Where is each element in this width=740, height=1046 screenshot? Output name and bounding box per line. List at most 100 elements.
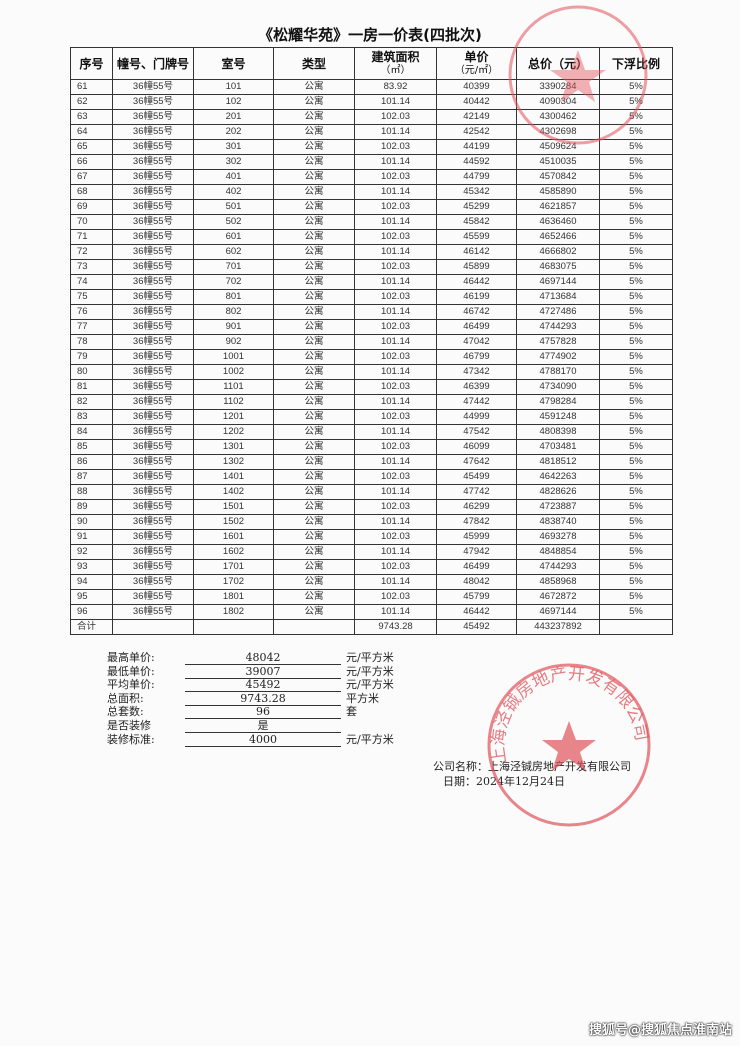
watermark: 搜狐号@搜狐焦点淮南站 bbox=[588, 1023, 732, 1038]
cell-discount: 5% bbox=[599, 244, 673, 260]
cell-total-price: 4818512 bbox=[516, 454, 600, 470]
cell-unit-price: 46399 bbox=[436, 379, 517, 395]
cell-seq: 75 bbox=[70, 289, 113, 305]
cell-room: 702 bbox=[193, 274, 274, 290]
cell-type: 公寓 bbox=[273, 199, 355, 215]
summary-label: 平均单价: bbox=[107, 678, 155, 692]
cell-unit-price: 47942 bbox=[436, 544, 517, 560]
cell-area: 101.14 bbox=[354, 574, 437, 590]
cell-type: 公寓 bbox=[273, 244, 355, 260]
cell-seq: 83 bbox=[70, 409, 113, 425]
cell-unit-price: 44199 bbox=[436, 139, 517, 155]
summary-value: 39007 bbox=[185, 665, 341, 679]
cell-discount: 5% bbox=[599, 349, 673, 365]
cell-building: 36幢55号 bbox=[112, 499, 194, 515]
cell-seq: 69 bbox=[70, 199, 113, 215]
cell-total-price: 4693278 bbox=[516, 529, 600, 545]
cell-unit-price: 42149 bbox=[436, 109, 517, 125]
cell-discount: 5% bbox=[599, 94, 673, 110]
cell-discount: 5% bbox=[599, 259, 673, 275]
table-row: 70 36幢55号 502 公寓 101.14 45842 4636460 5% bbox=[70, 214, 673, 230]
cell-type: 公寓 bbox=[273, 469, 355, 485]
cell-total-price: 4621857 bbox=[516, 199, 600, 215]
cell-total-price: 4683075 bbox=[516, 259, 600, 275]
cell-discount: 5% bbox=[599, 334, 673, 350]
cell-unit-price: 47342 bbox=[436, 364, 517, 380]
table-row: 65 36幢55号 301 公寓 102.03 44199 4509624 5% bbox=[70, 139, 673, 155]
cell-total-price: 4510035 bbox=[516, 154, 600, 170]
cell-discount: 5% bbox=[599, 274, 673, 290]
company-line: 公司名称：上海泾铖房地产开发有限公司 bbox=[433, 758, 631, 774]
cell-type: 公寓 bbox=[273, 604, 355, 620]
cell-seq: 63 bbox=[70, 109, 113, 125]
cell-type: 公寓 bbox=[273, 364, 355, 380]
cell-type: 公寓 bbox=[273, 94, 355, 110]
cell-total-price: 4838740 bbox=[516, 514, 600, 530]
cell-type: 公寓 bbox=[273, 589, 355, 605]
cell-seq: 66 bbox=[70, 154, 113, 170]
summary-label: 是否装修 bbox=[107, 718, 151, 732]
cell-discount: 5% bbox=[599, 574, 673, 590]
cell-room: 1102 bbox=[193, 394, 274, 410]
summary-label: 总面积: bbox=[107, 691, 144, 705]
cell-total-price: 4744293 bbox=[516, 559, 600, 575]
cell-area: 102.03 bbox=[354, 289, 437, 305]
cell-seq: 96 bbox=[70, 604, 113, 620]
cell-type: 公寓 bbox=[273, 499, 355, 515]
cell-building: 36幢55号 bbox=[112, 514, 194, 530]
cell-discount: 5% bbox=[599, 229, 673, 245]
cell-type: 公寓 bbox=[273, 409, 355, 425]
table-row: 68 36幢55号 402 公寓 101.14 45342 4585890 5% bbox=[70, 184, 673, 200]
cell-total-price: 4652466 bbox=[516, 229, 600, 245]
cell-unit-price: 46142 bbox=[436, 244, 517, 260]
cell-area: 102.03 bbox=[354, 499, 437, 515]
header-seq: 序号 bbox=[70, 47, 113, 80]
table-row: 81 36幢55号 1101 公寓 102.03 46399 4734090 5% bbox=[70, 379, 673, 395]
cell-discount: 5% bbox=[599, 304, 673, 320]
cell-building: 36幢55号 bbox=[112, 604, 194, 620]
cell-area: 102.03 bbox=[354, 589, 437, 605]
cell-room: 902 bbox=[193, 334, 274, 350]
cell-unit-price: 45999 bbox=[436, 529, 517, 545]
cell-discount: 5% bbox=[599, 409, 673, 425]
cell-unit-price: 46799 bbox=[436, 349, 517, 365]
cell-building: 36幢55号 bbox=[112, 259, 194, 275]
cell-seq: 86 bbox=[70, 454, 113, 470]
cell-unit-price: 45842 bbox=[436, 214, 517, 230]
summary-value: 45492 bbox=[185, 678, 341, 693]
cell-room: 801 bbox=[193, 289, 274, 305]
company-label: 公司名称： bbox=[433, 760, 488, 773]
table-row: 79 36幢55号 1001 公寓 102.03 46799 4774902 5% bbox=[70, 349, 673, 365]
cell-seq: 85 bbox=[70, 439, 113, 455]
cell-discount: 5% bbox=[599, 559, 673, 575]
table-row: 86 36幢55号 1302 公寓 101.14 47642 4818512 5% bbox=[70, 454, 673, 470]
total-area: 9743.28 bbox=[354, 619, 437, 635]
table-row: 80 36幢55号 1002 公寓 101.14 47342 4788170 5% bbox=[70, 364, 673, 380]
cell-seq: 61 bbox=[70, 79, 113, 95]
cell-type: 公寓 bbox=[273, 154, 355, 170]
cell-discount: 5% bbox=[599, 484, 673, 500]
cell-area: 102.03 bbox=[354, 379, 437, 395]
cell-area: 101.14 bbox=[354, 484, 437, 500]
cell-building: 36幢55号 bbox=[112, 94, 194, 110]
cell-room: 501 bbox=[193, 199, 274, 215]
cell-area: 101.14 bbox=[354, 334, 437, 350]
empty-cell bbox=[599, 619, 673, 635]
header-unit-price-unit: （元/㎡） bbox=[454, 64, 499, 76]
cell-building: 36幢55号 bbox=[112, 319, 194, 335]
cell-seq: 81 bbox=[70, 379, 113, 395]
cell-room: 602 bbox=[193, 244, 274, 260]
table-row: 89 36幢55号 1501 公寓 102.03 46299 4723887 5% bbox=[70, 499, 673, 515]
price-table: 序号 幢号、门牌号 室号 类型 建筑面积 （㎡） 单价 （元/㎡） 总价（元） 下浮… bbox=[70, 47, 673, 635]
summary-unit: 平方米 bbox=[346, 691, 379, 705]
empty-cell bbox=[273, 619, 355, 635]
cell-room: 1601 bbox=[193, 529, 274, 545]
cell-unit-price: 40399 bbox=[436, 79, 517, 95]
cell-discount: 5% bbox=[599, 184, 673, 200]
cell-area: 101.14 bbox=[354, 274, 437, 290]
cell-discount: 5% bbox=[599, 139, 673, 155]
cell-building: 36幢55号 bbox=[112, 394, 194, 410]
empty-cell bbox=[112, 619, 194, 635]
cell-room: 1602 bbox=[193, 544, 274, 560]
cell-building: 36幢55号 bbox=[112, 439, 194, 455]
